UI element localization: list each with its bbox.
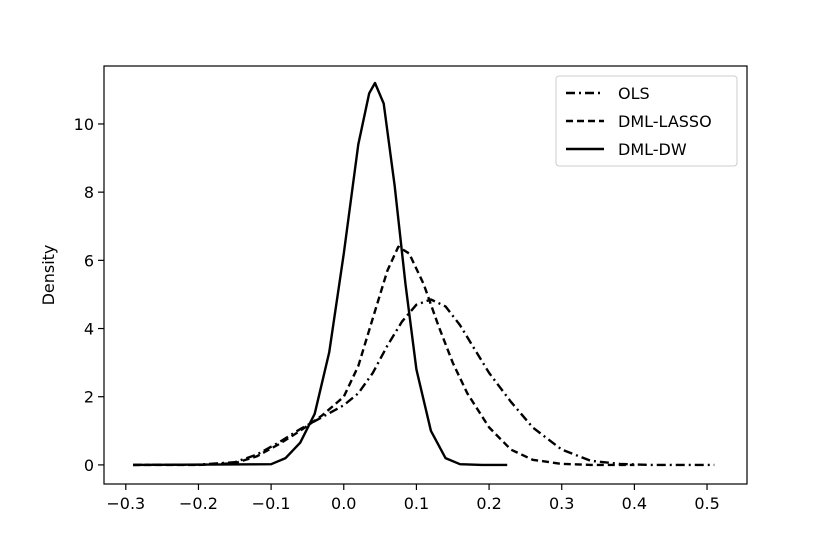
legend-box	[555, 75, 738, 167]
legend: OLS DML-LASSO DML-DW	[555, 75, 738, 167]
y-tick-label: 2	[84, 388, 94, 407]
x-tick-label: −0.3	[106, 494, 145, 513]
x-tick-label: −0.2	[179, 494, 218, 513]
x-tick-label: 0.4	[622, 494, 647, 513]
y-tick-label: 4	[84, 320, 94, 339]
plot-frame	[103, 65, 748, 485]
series-line-dml-dw	[133, 81, 508, 467]
y-tick-label: 0	[84, 456, 94, 475]
x-tick-label: 0.1	[404, 494, 429, 513]
x-axis: −0.3 −0.2 −0.1 0.0 0.1 0.2 0.3 0.4 0.5	[106, 484, 720, 513]
legend-label: DML-LASSO	[618, 112, 712, 131]
x-tick-label: 0.0	[331, 494, 356, 513]
y-axis-label: Density	[39, 245, 58, 306]
legend-label: DML-DW	[618, 140, 687, 159]
y-tick-label: 8	[84, 183, 94, 202]
series-line-dml-lasso	[133, 245, 635, 467]
x-tick-label: 0.2	[476, 494, 501, 513]
x-tick-label: 0.5	[694, 494, 719, 513]
y-tick-label: 6	[84, 251, 94, 270]
series-line-ols	[133, 298, 715, 467]
x-tick-label: 0.3	[549, 494, 574, 513]
series-layer	[133, 81, 715, 467]
y-tick-label: 10	[74, 115, 94, 134]
legend-label: OLS	[618, 84, 650, 103]
x-tick-label: −0.1	[252, 494, 291, 513]
y-axis: 0 2 4 6 8 10	[74, 115, 104, 475]
